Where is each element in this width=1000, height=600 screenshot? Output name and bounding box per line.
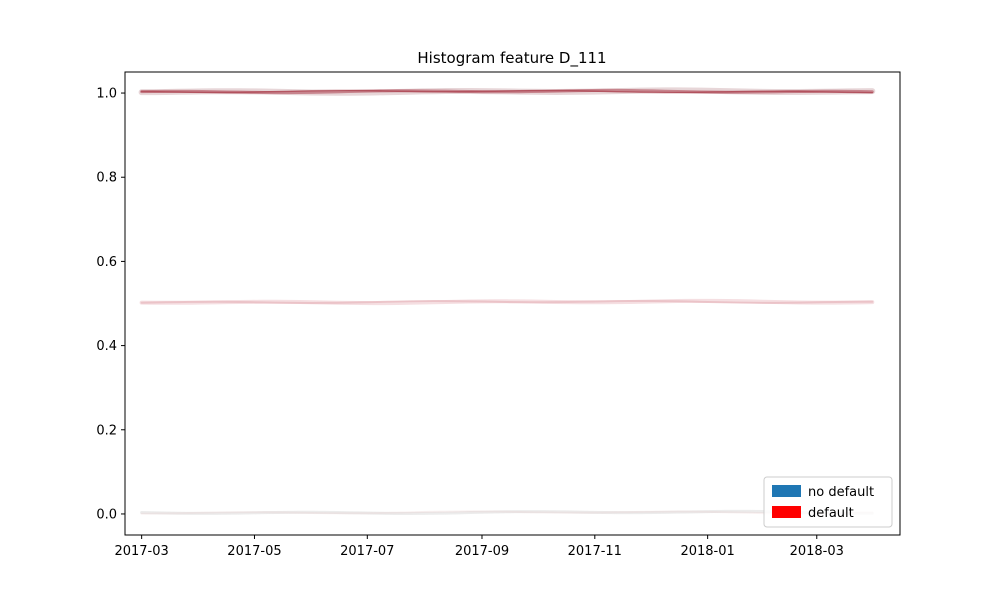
band-0.5	[139, 298, 875, 306]
legend-label: default	[808, 506, 854, 521]
y-tick-label: 0.4	[96, 339, 117, 354]
band-line	[140, 299, 874, 304]
band-line	[139, 298, 875, 306]
bands-layer	[138, 87, 876, 515]
band-line	[140, 510, 874, 515]
y-tick-label: 0.8	[96, 171, 117, 186]
x-tick-label: 2017-09	[455, 544, 509, 559]
band-1	[138, 87, 876, 96]
x-tick-label: 2017-05	[227, 544, 281, 559]
y-tick-label: 1.0	[96, 87, 117, 102]
x-tick-label: 2018-03	[790, 544, 844, 559]
x-tick-label: 2018-01	[680, 544, 734, 559]
legend-label: no default	[808, 485, 874, 500]
y-tick-label: 0.6	[96, 255, 117, 270]
x-axis: 2017-03 2017-05 2017-07 2017-09 2017-11 2018-…	[114, 535, 844, 559]
y-tick-label: 0.0	[96, 507, 117, 522]
legend-swatch	[772, 506, 801, 518]
legend: no default default	[763, 476, 893, 528]
band-line	[140, 89, 874, 94]
x-tick-label: 2017-03	[114, 544, 168, 559]
band-0	[140, 509, 874, 515]
band-line	[140, 509, 874, 515]
y-axis: 0.0 0.2 0.4 0.6 0.8 1.0	[96, 87, 125, 522]
legend-swatch	[772, 485, 801, 497]
plot-frame	[124, 71, 901, 536]
chart-title: Histogram feature D_111	[417, 49, 606, 68]
y-tick-label: 0.2	[96, 423, 117, 438]
x-tick-label: 2017-11	[568, 544, 622, 559]
x-tick-label: 2017-07	[340, 544, 394, 559]
